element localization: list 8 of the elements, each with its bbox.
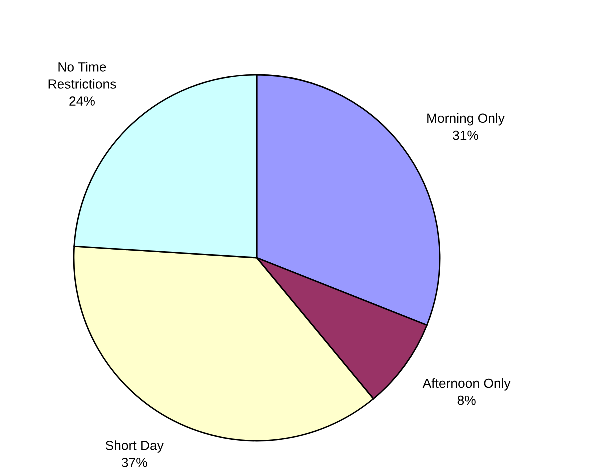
data-label: 31% [453,130,478,140]
slice-label: No Time Restrictions [48,62,116,89]
slice-label: Afternoon Only [422,378,511,391]
slice-label: Morning Only [428,113,505,126]
data-label: 37% [122,458,148,468]
data-label: 24% [70,96,95,106]
data-label: 8% [458,396,476,406]
slice-label: Short Day [106,440,164,453]
